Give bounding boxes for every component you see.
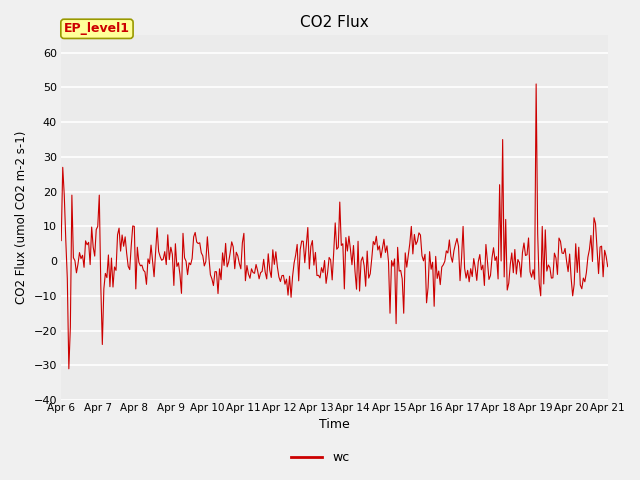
Legend: wc: wc xyxy=(285,446,355,469)
Y-axis label: CO2 Flux (umol CO2 m-2 s-1): CO2 Flux (umol CO2 m-2 s-1) xyxy=(15,131,28,304)
Text: EP_level1: EP_level1 xyxy=(64,23,130,36)
X-axis label: Time: Time xyxy=(319,419,350,432)
Title: CO2 Flux: CO2 Flux xyxy=(300,15,369,30)
